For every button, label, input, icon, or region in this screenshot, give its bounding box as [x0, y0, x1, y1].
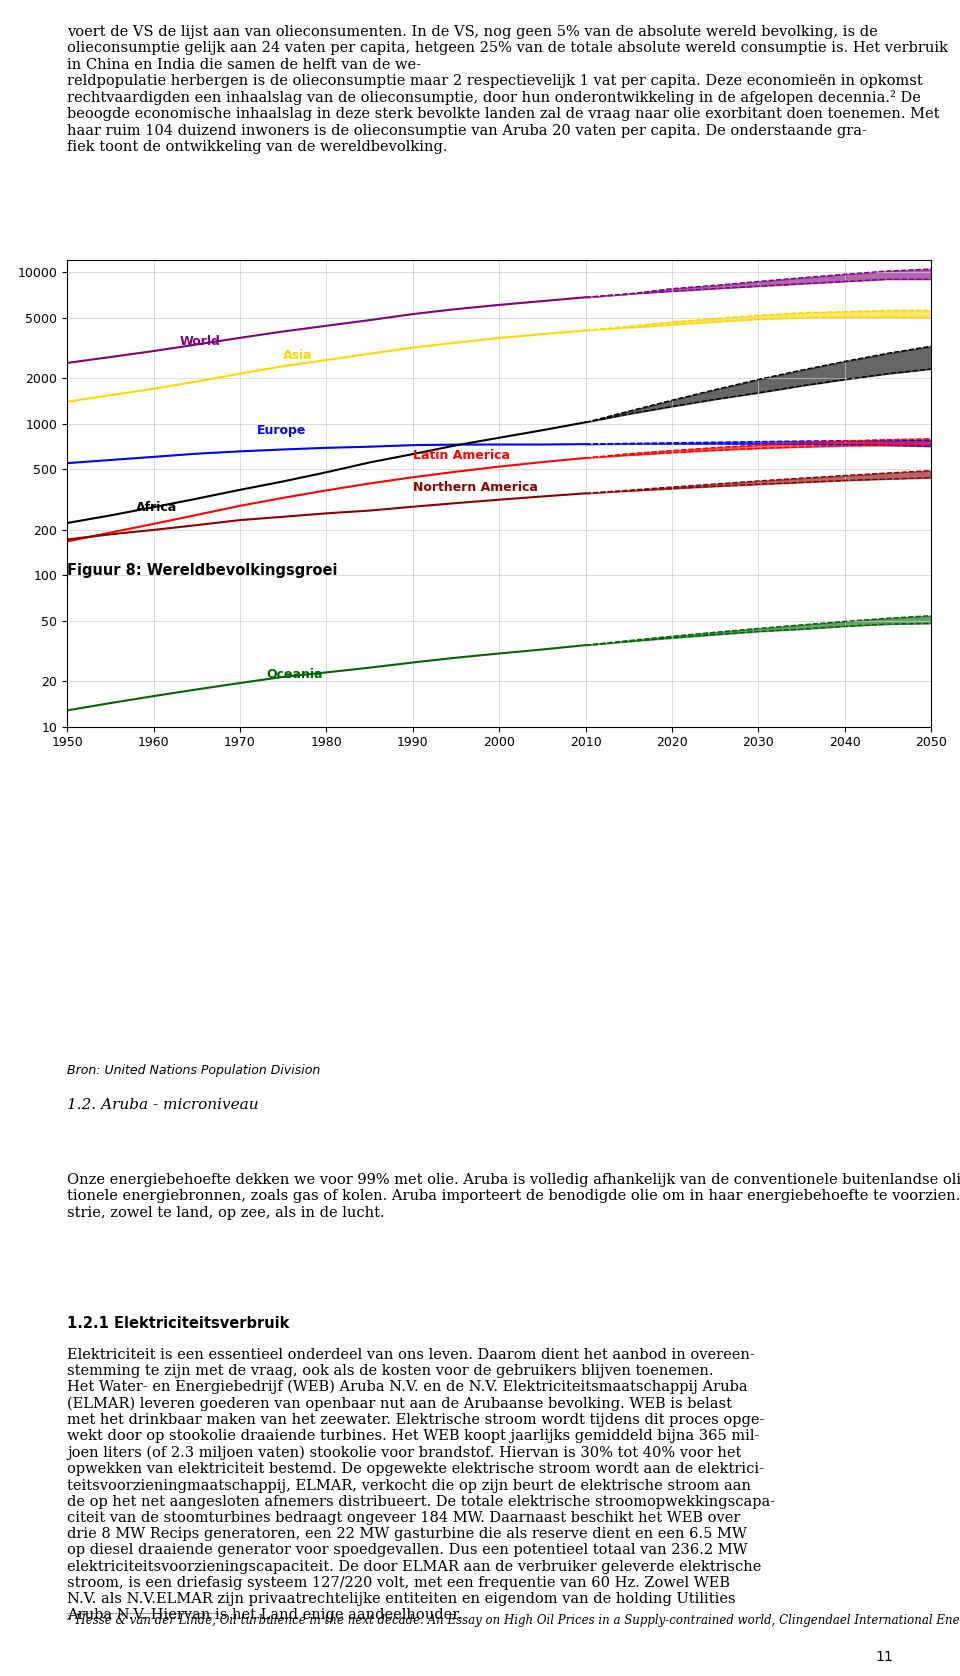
Text: ² Hesse & van der Linde, Oil turbulence in the next decade. An Essay on High Oil: ² Hesse & van der Linde, Oil turbulence …	[67, 1614, 960, 1627]
Text: Figuur 8: Wereldbevolkingsgroei: Figuur 8: Wereldbevolkingsgroei	[67, 563, 338, 578]
Text: Elektriciteit is een essentieel onderdeel van ons leven. Daarom dient het aanbod: Elektriciteit is een essentieel onderdee…	[67, 1348, 776, 1622]
Text: Northern America: Northern America	[413, 481, 538, 494]
Text: World: World	[180, 335, 221, 349]
Text: 11: 11	[876, 1651, 893, 1664]
Text: Bron: United Nations Population Division: Bron: United Nations Population Division	[67, 1064, 321, 1078]
Text: voert de VS de lijst aan van olieconsumenten. In de VS, nog geen 5% van de absol: voert de VS de lijst aan van olieconsume…	[67, 25, 948, 154]
Text: Latin America: Latin America	[413, 449, 510, 461]
Text: 1.2. Aruba - microniveau: 1.2. Aruba - microniveau	[67, 1098, 259, 1111]
Text: 1.2.1 Elektriciteitsverbruik: 1.2.1 Elektriciteitsverbruik	[67, 1316, 290, 1331]
Text: Onze energiebehoefte dekken we voor 99% met olie. Aruba is volledig afhankelijk : Onze energiebehoefte dekken we voor 99% …	[67, 1173, 960, 1220]
Text: Oceania: Oceania	[266, 669, 323, 680]
Text: Africa: Africa	[136, 501, 178, 515]
Text: Europe: Europe	[257, 424, 306, 437]
Text: ___________________________: ___________________________	[67, 1604, 219, 1614]
Text: Asia: Asia	[283, 350, 313, 362]
